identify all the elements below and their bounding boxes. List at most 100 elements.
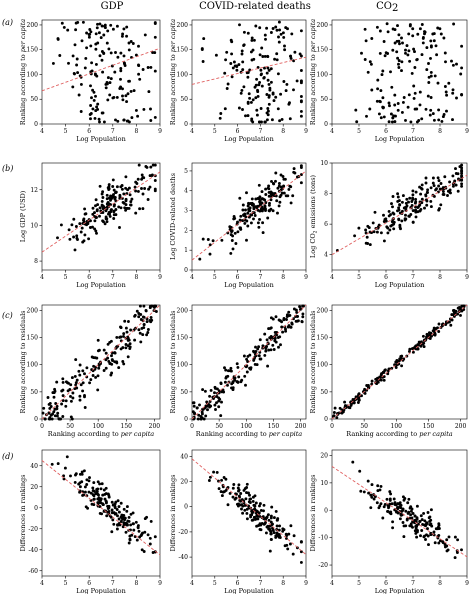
chart-3-1-point <box>245 517 249 521</box>
chart-1-1-ytick-label: 3 <box>184 208 188 215</box>
chart-0-1-point <box>274 25 278 29</box>
chart-0-1-point <box>263 33 267 37</box>
chart-1-0-point <box>83 212 87 216</box>
chart-1-1-point <box>264 193 268 196</box>
chart-3-2-point <box>389 492 393 496</box>
chart-1-0-point <box>127 206 131 210</box>
chart-2-1-point <box>201 407 205 411</box>
chart-2-1-point <box>242 354 246 358</box>
chart-3-1-point <box>258 504 261 508</box>
chart-1-2-xtick-label: 4 <box>330 274 334 281</box>
chart-1-0-point <box>100 204 104 208</box>
chart-0-1-point <box>225 87 229 90</box>
chart-2-0-point <box>51 391 55 395</box>
chart-3-0-point <box>127 541 131 545</box>
chart-1-0-point <box>91 206 95 210</box>
chart-3-0-point <box>91 493 95 497</box>
chart-0-0-point <box>149 65 153 69</box>
chart-2-2-point <box>375 382 379 386</box>
chart-2-0-point <box>144 309 148 313</box>
chart-0-1-point <box>299 29 303 33</box>
chart-2-1-point <box>229 369 233 373</box>
chart-3-0-point <box>88 476 91 480</box>
chart-2-0-point <box>73 374 77 378</box>
chart-1-1-xtick-label: 7 <box>258 274 262 281</box>
chart-3-0-point <box>143 530 147 534</box>
chart-1-1-point <box>274 179 277 183</box>
chart-3-2-point <box>422 523 426 527</box>
chart-0-2-point <box>429 74 433 78</box>
chart-1-0-point <box>111 178 115 182</box>
chart-1-0-point <box>70 223 74 227</box>
chart-2-2-point <box>397 359 401 363</box>
chart-3-2-point <box>392 497 396 501</box>
chart-2-1-point <box>208 394 212 398</box>
chart-0-0-point <box>101 111 105 115</box>
chart-1-1-xtick-label: 5 <box>213 274 217 281</box>
chart-3-1-point <box>253 507 257 511</box>
chart-1-2-point <box>420 197 424 201</box>
chart-1-1-point <box>236 230 240 234</box>
chart-0-1-point <box>241 60 245 64</box>
chart-2-1-point <box>263 332 267 336</box>
chart-3-0-point <box>129 512 133 516</box>
chart-1-1-point <box>292 167 296 171</box>
chart-2-0-point <box>71 391 75 395</box>
chart-3-2-point <box>414 531 418 535</box>
chart-0-2-point <box>445 109 448 113</box>
chart-0-0-point <box>120 34 124 38</box>
chart-3-0-point <box>110 500 114 504</box>
chart-3-2-point <box>408 516 412 520</box>
chart-2-0-point <box>46 396 50 399</box>
chart-3-2-points <box>351 460 463 560</box>
chart-2-0-point <box>96 388 100 392</box>
column-header-covid: COVID-related deaths <box>199 1 311 12</box>
chart-2-1-xtick-label: 50 <box>215 423 223 430</box>
chart-3-2-point <box>388 502 392 506</box>
chart-3-0-point <box>127 515 131 519</box>
chart-0-1-point <box>239 91 243 95</box>
chart-1-2-point <box>400 219 404 223</box>
chart-0-1-point <box>266 78 270 82</box>
chart-0-0-point <box>98 54 102 58</box>
chart-1-0-point <box>82 217 86 221</box>
chart-3-2-point <box>415 504 419 508</box>
chart-1-2-point <box>407 200 410 204</box>
chart-3-1-point <box>267 527 271 531</box>
chart-3-2-point <box>399 513 403 517</box>
chart-3-1-point <box>287 532 291 536</box>
chart-1-0-point <box>143 187 147 190</box>
chart-2-1-point <box>280 325 284 329</box>
chart-2-0-point <box>78 373 82 377</box>
chart-3-2-point <box>441 541 445 545</box>
chart-1-0-point <box>149 165 153 169</box>
chart-2-2-point <box>421 334 425 338</box>
chart-1-2-point <box>418 203 422 207</box>
chart-2-1-point <box>299 307 303 311</box>
chart-0-0-point <box>129 89 133 93</box>
chart-3-0-xtick-label: 8 <box>134 580 138 587</box>
chart-1-0-point <box>150 173 154 177</box>
chart-2-0-point <box>107 359 111 363</box>
chart-0-1-point <box>267 68 271 72</box>
chart-1-2-point <box>432 184 436 188</box>
chart-2-1-point <box>288 313 292 317</box>
chart-1-0-point <box>118 195 122 199</box>
chart-1-2-point <box>425 203 429 207</box>
chart-0-1-point <box>218 116 222 120</box>
chart-2-1-point <box>224 368 228 372</box>
chart-0-0-xtick-label: 6 <box>87 128 91 135</box>
chart-1-2-point <box>424 176 428 180</box>
chart-3-1-ytick-label: 40 <box>180 453 188 460</box>
chart-0-1-point <box>265 118 269 122</box>
chart-2-2-point <box>425 335 428 339</box>
chart-0-2-point <box>421 36 425 40</box>
chart-2-1-point <box>240 378 244 382</box>
chart-0-2-xtick-label: 5 <box>357 128 361 135</box>
chart-2-2-point <box>408 347 412 351</box>
chart-3-2-point <box>375 501 379 505</box>
chart-2-0-point <box>48 417 52 421</box>
chart-0-1-point <box>263 120 267 124</box>
chart-3-0-point <box>110 530 114 534</box>
chart-0-2-point <box>382 115 386 119</box>
